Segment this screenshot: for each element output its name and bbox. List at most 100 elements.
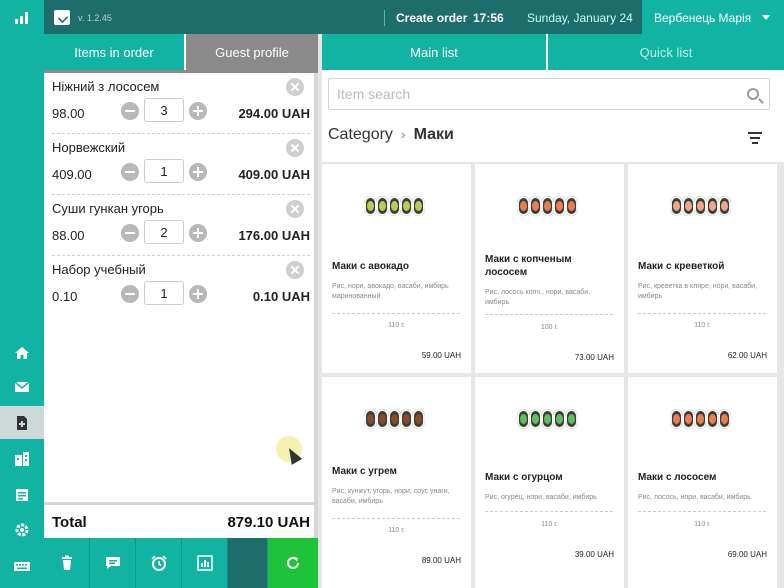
card-divider (485, 511, 613, 512)
item-divider (52, 255, 310, 256)
reports-button[interactable] (0, 478, 44, 511)
product-description: Рис, нори, авокадо, васаби, имбирь марин… (332, 283, 449, 300)
product-name: Маки с авокадо (332, 261, 409, 272)
sushi-roll-image (364, 192, 426, 220)
product-price: 89.00 UAH (421, 556, 461, 565)
decrease-qty-icon[interactable] (121, 163, 139, 181)
remove-item-icon[interactable] (286, 200, 304, 218)
quantity-field[interactable]: 1 (144, 281, 184, 305)
signal-logo-icon (0, 0, 44, 34)
order-item-price: 409.00 (52, 167, 92, 182)
increase-qty-icon[interactable] (189, 102, 207, 120)
product-description: Рис, кунжут, угорь, нори, соус унаги, ва… (332, 488, 450, 505)
order-item[interactable]: Ніжний з лососем 98.00 3 294.00 UAH (44, 73, 318, 134)
filter-icon[interactable] (748, 132, 762, 144)
product-name: Маки с копченым лососем (485, 254, 572, 278)
product-weight: 110 г. (694, 521, 711, 528)
product-card[interactable]: Маки с огурцом Рис, огурец, нори, васаби… (475, 377, 624, 588)
product-card[interactable]: Маки с копченым лососем Рис, лосось копч… (475, 164, 624, 373)
card-divider (332, 313, 460, 314)
increase-qty-icon[interactable] (189, 285, 207, 303)
increase-qty-icon[interactable] (189, 163, 207, 181)
chart-icon (196, 555, 213, 571)
total-value: 879.10 UAH (227, 514, 310, 531)
remove-item-icon[interactable] (286, 261, 304, 279)
product-description: Рис, лосось, нори, васаби, имбирь (638, 494, 751, 501)
product-weight: 110 г. (388, 322, 405, 329)
blank-action-button[interactable] (228, 538, 268, 588)
decrease-qty-icon[interactable] (121, 224, 139, 242)
tab-quick-list[interactable]: Quick list (548, 34, 784, 70)
delete-order-button[interactable] (44, 538, 90, 588)
quantity-field[interactable]: 3 (144, 98, 184, 122)
timer-button[interactable] (136, 538, 182, 588)
tab-guest-profile[interactable]: Guest profile (186, 34, 318, 70)
order-item[interactable]: Набор учебный 0.10 1 0.10 UAH (44, 256, 318, 317)
user-name: Вербенець Марія (654, 11, 752, 25)
mail-button[interactable] (0, 370, 44, 403)
app-logo-icon (54, 10, 70, 25)
tab-main-list[interactable]: Main list (322, 34, 546, 70)
tab-items-in-order[interactable]: Items in order (44, 34, 184, 70)
keyboard-icon (14, 561, 30, 571)
sushi-roll-image (670, 192, 732, 220)
order-item-total: 409.00 UAH (238, 167, 310, 182)
order-action-bar (44, 538, 318, 588)
book-icon (16, 488, 28, 501)
orders-button[interactable] (0, 406, 44, 439)
product-price: 73.00 UAH (574, 353, 614, 362)
create-order-button[interactable]: Create order (396, 11, 468, 25)
bill-button[interactable] (182, 538, 228, 588)
home-button[interactable] (0, 336, 44, 369)
refresh-button[interactable] (268, 538, 318, 588)
hall-button[interactable] (0, 442, 44, 475)
product-name: Маки с креветкой (638, 261, 725, 272)
product-description: Рис, огурец, нори, васаби, имбирь (485, 494, 597, 501)
quantity-field[interactable]: 2 (144, 220, 184, 244)
remove-item-icon[interactable] (286, 139, 304, 157)
product-name: Маки с лососем (638, 472, 717, 483)
decrease-qty-icon[interactable] (121, 102, 139, 120)
product-name: Маки с угрем (332, 466, 397, 477)
sushi-roll-image (364, 405, 426, 433)
order-item[interactable]: Норвежский 409.00 1 409.00 UAH (44, 134, 318, 195)
tabs-underline (44, 70, 318, 73)
product-card[interactable]: Маки с креветкой Рис, креветка в кляре, … (628, 164, 777, 373)
touch-indicator (276, 436, 302, 462)
remove-item-icon[interactable] (286, 78, 304, 96)
product-weight: 100 г. (540, 324, 559, 331)
menu-panel: Main list Quick list Category › Маки Маки … (322, 34, 784, 588)
keyboard-button[interactable] (0, 549, 44, 582)
search-input[interactable] (329, 79, 729, 109)
card-divider (638, 313, 766, 314)
order-item[interactable]: Суши гункан угорь 88.00 2 176.00 UAH (44, 195, 318, 256)
comment-button[interactable] (90, 538, 136, 588)
refresh-icon (287, 557, 299, 569)
order-icon (17, 415, 27, 430)
order-item-price: 98.00 (52, 106, 85, 121)
search-icon[interactable] (747, 88, 759, 100)
decrease-qty-icon[interactable] (121, 285, 139, 303)
product-price: 62.00 UAH (727, 351, 767, 360)
product-card[interactable]: Маки с угрем Рис, кунжут, угорь, нори, с… (322, 377, 471, 588)
settings-button[interactable] (0, 513, 44, 546)
app-version: v. 1.2.45 (78, 13, 112, 23)
topbar-divider (384, 10, 385, 26)
gear-icon (15, 523, 29, 536)
item-divider (52, 194, 310, 195)
quantity-field[interactable]: 1 (144, 159, 184, 183)
alarm-clock-icon (150, 555, 167, 571)
product-card[interactable]: Маки с авокадо Рис, нори, авокадо, васаб… (322, 164, 471, 373)
mail-icon (14, 380, 30, 392)
trash-icon (61, 555, 72, 570)
product-card[interactable]: Маки с лососем Рис, лосось, нори, васаби… (628, 377, 777, 588)
product-price: 39.00 UAH (574, 550, 614, 559)
product-grid: Маки с авокадо Рис, нори, авокадо, васаб… (322, 162, 784, 588)
breadcrumb: Category › Маки (328, 126, 454, 144)
increase-qty-icon[interactable] (189, 224, 207, 242)
product-weight: 110 г. (388, 527, 405, 534)
user-menu[interactable]: Вербенець Марія (642, 0, 784, 34)
order-item-total: 176.00 UAH (238, 228, 310, 243)
breadcrumb-root[interactable]: Category (328, 126, 393, 143)
breadcrumb-current: Маки (413, 126, 454, 143)
